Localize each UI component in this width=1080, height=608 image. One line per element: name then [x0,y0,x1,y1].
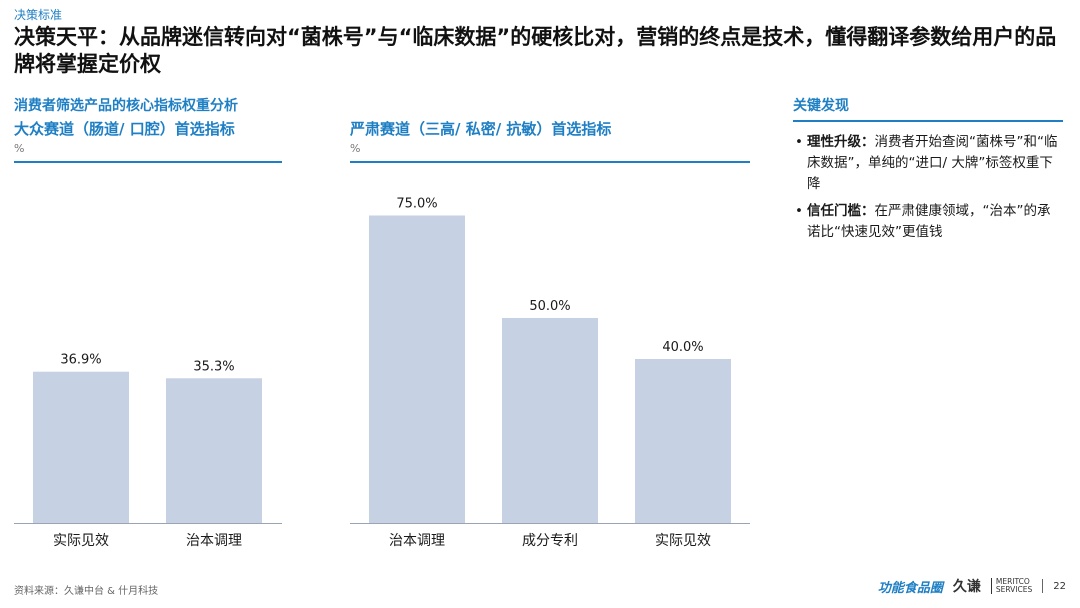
page-number: 22 [1053,580,1066,592]
data-label-1: 36.9% [60,353,101,368]
data-label-1: 75.0% [396,197,437,212]
chart-1-title: 大众赛道（肠道/ 口腔）首选指标 [14,120,235,138]
bar-2 [502,318,598,523]
chart-1-unit: % [14,142,25,155]
brand-meritco-line2: SERVICES [995,585,1033,594]
chart-1-rule [14,161,282,163]
brand-logo-jiuqian: 久谦 [952,579,981,595]
category-label-1: 实际见效 [53,533,109,549]
finding-text: 在严肃健康领域，“治本”的承诺比“快速见效”更值钱 [807,203,1051,240]
findings-title: 关键发现 [793,98,849,114]
data-label-2: 35.3% [193,359,234,374]
bar-2 [166,378,262,523]
section-title: 消费者筛选产品的核心指标权重分析 [14,98,238,114]
finding-lead: 信任门槛： [807,203,875,219]
chart-1-svg: 36.9% 实际见效 35.3% 治本调理 [14,353,282,549]
category-label-2: 成分专利 [522,533,578,549]
bullet-icon: • [795,134,803,150]
page-title: 决策天平：从品牌迷信转向对“菌株号”与“临床数据”的硬核比对，营销的终点是技术，… [14,25,1057,76]
footer-divider [1042,579,1044,593]
chart-2: 75.0% 治本调理 50.0% 成分专利 40.0% 实际见效 [350,170,750,560]
bullet-icon: • [795,203,803,219]
brand-logo-meritco: MERITCO SERVICES [990,577,1033,594]
finding-item: • 理性升级：消费者开始查阅“菌株号”和“临床数据”，单纯的“进口/ 大牌”标签… [793,132,1063,195]
chart-2-unit: % [350,142,361,155]
chart-2-title: 严肃赛道（三高/ 私密/ 抗敏）首选指标 [350,120,612,138]
bar-3 [635,359,731,523]
category-label-1: 治本调理 [389,533,445,549]
finding-text: 消费者开始查阅“菌株号”和“临床数据”，单纯的“进口/ 大牌”标签权重下降 [807,134,1058,192]
bar-1 [369,215,465,523]
brand-meritco-line1: MERITCO [995,577,1030,586]
brand-logo-functional-food: 功能食品圈 [877,580,943,596]
data-label-3: 40.0% [662,340,703,355]
key-findings: 关键发现 • 理性升级：消费者开始查阅“菌株号”和“临床数据”，单纯的“进口/ … [793,95,1063,249]
category-label-3: 实际见效 [655,533,711,549]
category-label-2: 治本调理 [186,533,242,549]
kicker: 决策标准 [14,8,63,22]
footer-brands: 功能食品圈 久谦 MERITCO SERVICES 22 [878,576,1066,596]
finding-lead: 理性升级： [807,134,875,150]
findings-rule [793,120,1063,122]
data-label-2: 50.0% [529,299,570,314]
source-note: 资料来源：久谦中台 & 什月科技 [14,586,159,597]
chart-1: 36.9% 实际见效 35.3% 治本调理 [14,170,282,560]
chart-2-rule [350,161,750,163]
chart-2-svg: 75.0% 治本调理 50.0% 成分专利 40.0% 实际见效 [350,197,750,549]
finding-item: • 信任门槛：在严肃健康领域，“治本”的承诺比“快速见效”更值钱 [793,201,1063,243]
bar-1 [33,371,129,523]
